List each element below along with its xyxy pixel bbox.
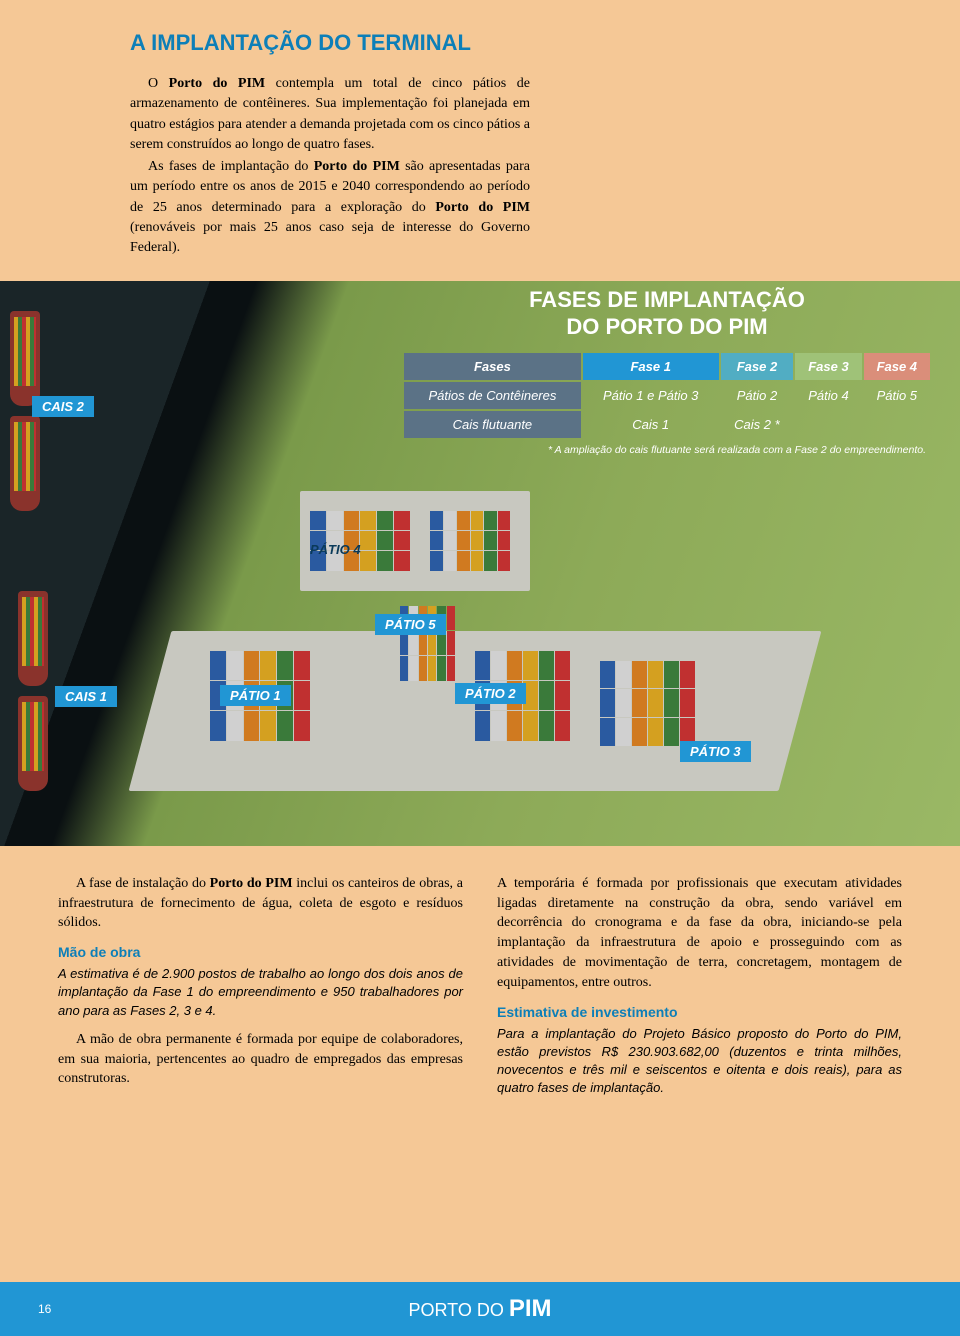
text: As fases de implantação do bbox=[148, 159, 314, 174]
map-label-patio5: PÁTIO 5 bbox=[375, 614, 446, 635]
text: (renováveis por mais 25 anos caso seja d… bbox=[130, 220, 530, 255]
bottom-text-columns: A fase de instalação do Porto do PIM inc… bbox=[0, 846, 960, 1108]
table-footnote: * A ampliação do cais flutuante será rea… bbox=[402, 444, 932, 456]
footer-title: PORTO DO PIM bbox=[0, 1295, 960, 1323]
ship-icon bbox=[10, 416, 40, 511]
text: PORTO DO bbox=[408, 1300, 508, 1320]
phases-overlay: FASES DE IMPLANTAÇÃO DO PORTO DO PIM Fas… bbox=[402, 286, 932, 456]
col-header: Fase 3 bbox=[795, 353, 861, 380]
map-label-patio2: PÁTIO 2 bbox=[455, 683, 526, 704]
paragraph: A temporária é formada por profissionais… bbox=[497, 874, 902, 993]
text-bold: Porto do PIM bbox=[210, 876, 293, 891]
table-header-row: Fases Fase 1 Fase 2 Fase 3 Fase 4 bbox=[404, 353, 930, 380]
col-header: Fase 4 bbox=[864, 353, 930, 380]
cell: Pátio 5 bbox=[864, 382, 930, 409]
col-header: Fase 2 bbox=[721, 353, 794, 380]
text-bold: PIM bbox=[509, 1295, 552, 1322]
text: DO PORTO DO PIM bbox=[566, 314, 767, 339]
text: FASES DE IMPLANTAÇÃO bbox=[529, 287, 805, 312]
ship-icon bbox=[10, 311, 40, 406]
intro-paragraph-2: As fases de implantação do Porto do PIM … bbox=[130, 157, 530, 258]
cell: Pátio 1 e Pátio 3 bbox=[583, 382, 719, 409]
page-number: 16 bbox=[38, 1302, 51, 1316]
container-yard bbox=[600, 661, 695, 746]
main-heading: A IMPLANTAÇÃO DO TERMINAL bbox=[130, 30, 830, 56]
map-label-patio4: PÁTIO 4 bbox=[300, 539, 371, 560]
map-label-patio1: PÁTIO 1 bbox=[220, 685, 291, 706]
map-label-cais1: CAIS 1 bbox=[55, 686, 117, 707]
table-row: Pátios de Contêineres Pátio 1 e Pátio 3 … bbox=[404, 382, 930, 409]
row-label: Pátios de Contêineres bbox=[404, 382, 581, 409]
text-bold: Porto do PIM bbox=[169, 76, 265, 91]
page-header-block: A IMPLANTAÇÃO DO TERMINAL O Porto do PIM… bbox=[0, 0, 960, 281]
col-header: Fase 1 bbox=[583, 353, 719, 380]
paragraph: A fase de instalação do Porto do PIM inc… bbox=[58, 874, 463, 934]
italic-note: Para a implantação do Projeto Básico pro… bbox=[497, 1025, 902, 1098]
cell bbox=[864, 411, 930, 438]
text-bold: Porto do PIM bbox=[435, 200, 530, 215]
subheading-investimento: Estimativa de investimento bbox=[497, 1003, 902, 1023]
intro-text: O Porto do PIM contempla um total de cin… bbox=[130, 74, 530, 259]
cell: Pátio 2 bbox=[721, 382, 794, 409]
phases-table: Fases Fase 1 Fase 2 Fase 3 Fase 4 Pátios… bbox=[402, 351, 932, 440]
ship-icon bbox=[18, 696, 48, 791]
table-row: Cais flutuante Cais 1 Cais 2 * bbox=[404, 411, 930, 438]
paragraph: A mão de obra permanente é formada por e… bbox=[58, 1030, 463, 1090]
map-label-cais2: CAIS 2 bbox=[32, 396, 94, 417]
row-label: Cais flutuante bbox=[404, 411, 581, 438]
text-bold: Porto do PIM bbox=[314, 159, 400, 174]
cell: Pátio 4 bbox=[795, 382, 861, 409]
map-label-patio3: PÁTIO 3 bbox=[680, 741, 751, 762]
footer-bar: 16 PORTO DO PIM bbox=[0, 1282, 960, 1336]
aerial-map-infographic: CAIS 2 CAIS 1 PÁTIO 4 PÁTIO 5 PÁTIO 1 PÁ… bbox=[0, 281, 960, 846]
col-header: Fases bbox=[404, 353, 581, 380]
text: O bbox=[148, 76, 169, 91]
cell: Cais 1 bbox=[583, 411, 719, 438]
intro-paragraph-1: O Porto do PIM contempla um total de cin… bbox=[130, 74, 530, 155]
ship-icon bbox=[18, 591, 48, 686]
text: A fase de instalação do bbox=[76, 876, 210, 891]
cell bbox=[795, 411, 861, 438]
right-column: A temporária é formada por profissionais… bbox=[497, 874, 902, 1108]
italic-note: A estimativa é de 2.900 postos de trabal… bbox=[58, 965, 463, 1020]
cell: Cais 2 * bbox=[721, 411, 794, 438]
phases-title: FASES DE IMPLANTAÇÃO DO PORTO DO PIM bbox=[402, 286, 932, 341]
container-yard bbox=[430, 511, 510, 571]
subheading-mao-de-obra: Mão de obra bbox=[58, 943, 463, 963]
left-column: A fase de instalação do Porto do PIM inc… bbox=[58, 874, 463, 1108]
text: A mão de obra permanente é formada por e… bbox=[58, 1032, 463, 1087]
